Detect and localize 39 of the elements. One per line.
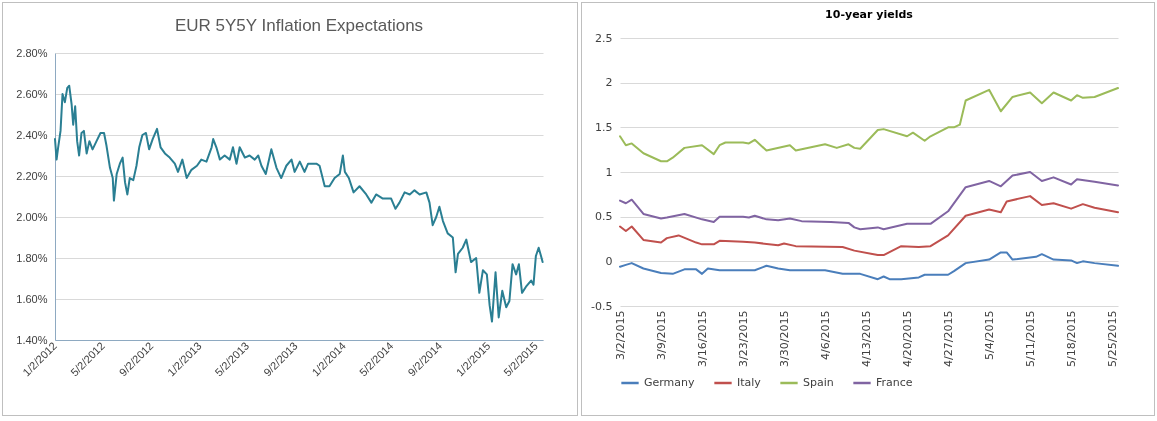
y-tick-label: 2.20% <box>16 169 48 182</box>
y-tick-label: 2 <box>605 76 613 90</box>
line-series <box>619 251 1119 281</box>
y-tick-label: 2.40% <box>16 128 48 141</box>
x-tick-label: 3/16/2015 <box>695 310 709 367</box>
x-tick-label: 4/20/2015 <box>900 310 914 367</box>
y-tick-label: 2.80% <box>16 46 48 59</box>
line-series <box>619 87 1119 163</box>
line-series <box>54 84 544 323</box>
x-tick-label: 3/23/2015 <box>736 310 750 367</box>
x-tick-label: 3/2/2015 <box>613 310 627 360</box>
y-tick-label: 2.5 <box>595 31 613 45</box>
y-tick-label: 1.40% <box>16 333 48 346</box>
x-tick-label: 5/4/2015 <box>982 310 996 360</box>
legend-label: France <box>876 376 913 389</box>
y-tick-label: 1.60% <box>16 292 48 305</box>
y-tick-label: -0.5 <box>591 299 613 313</box>
y-tick-label: 0.5 <box>595 210 613 224</box>
y-tick-label: 2.60% <box>16 87 48 100</box>
line-series <box>619 195 1119 257</box>
x-tick-label: 5/18/2015 <box>1064 310 1078 367</box>
y-tick-label: 2.00% <box>16 210 48 223</box>
chart-title: 10-year yields <box>825 8 914 21</box>
x-tick-label: 3/9/2015 <box>654 310 668 360</box>
x-tick-label: 5/11/2015 <box>1023 310 1037 367</box>
line-series <box>619 171 1119 231</box>
x-tick-label: 4/27/2015 <box>941 310 955 367</box>
x-tick-label: 5/25/2015 <box>1105 310 1119 367</box>
y-tick-label: 0 <box>605 254 613 268</box>
y-tick-label: 1.5 <box>595 120 613 134</box>
x-tick-label: 4/13/2015 <box>859 310 873 367</box>
legend-label: Germany <box>644 376 696 389</box>
x-tick-label: 4/6/2015 <box>818 310 832 360</box>
x-tick-label: 3/30/2015 <box>777 310 791 367</box>
y-tick-label: 1 <box>605 165 613 179</box>
chart-title: EUR 5Y5Y Inflation Expectations <box>174 16 424 35</box>
legend-label: Spain <box>803 376 834 389</box>
y-tick-label: 1.80% <box>16 251 48 264</box>
legend-label: Italy <box>737 376 762 389</box>
